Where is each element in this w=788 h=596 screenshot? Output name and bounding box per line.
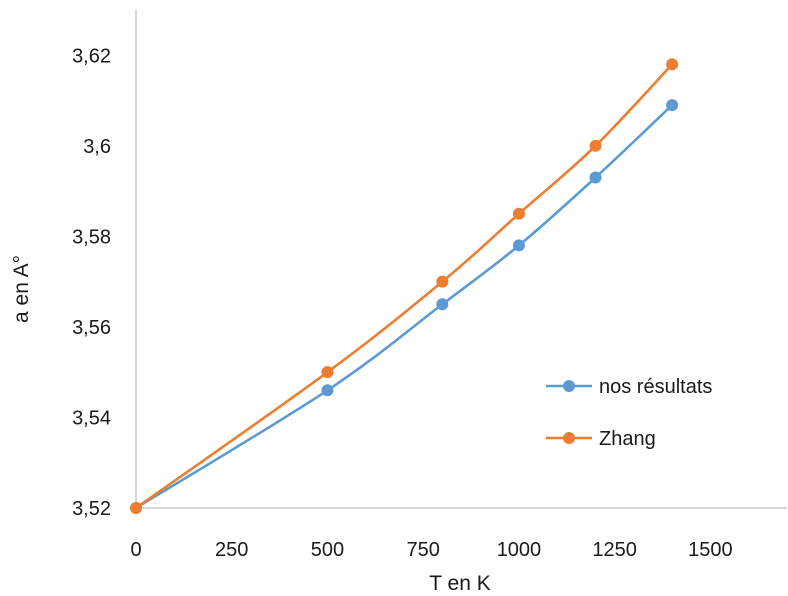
- data-point: [321, 384, 334, 397]
- legend-label: Zhang: [599, 428, 656, 450]
- y-tick-label: 3,62: [72, 45, 111, 67]
- data-point: [436, 298, 449, 311]
- x-tick-label: 500: [311, 539, 344, 561]
- x-tick-label: 1250: [592, 539, 637, 561]
- data-point: [666, 58, 679, 71]
- x-tick-label: 750: [407, 539, 440, 561]
- data-point: [321, 366, 334, 379]
- series-points: [130, 58, 679, 514]
- data-point: [130, 502, 142, 514]
- y-tick-label: 3,6: [83, 136, 111, 158]
- y-tick-label: 3,56: [72, 317, 111, 339]
- y-tick-label: 3,52: [72, 498, 111, 520]
- y-tick-labels: 3,52 3,54 3,56 3,58 3,6 3,62: [72, 45, 111, 520]
- x-tick-label: 250: [215, 539, 248, 561]
- legend-item: nos résultats: [546, 376, 712, 398]
- data-point: [589, 171, 602, 184]
- x-axis-title: T en K: [429, 572, 490, 595]
- series-line-1: [135, 104, 674, 510]
- legend-marker: [563, 380, 575, 392]
- legend-item: Zhang: [546, 428, 656, 450]
- y-tick-label: 3,58: [72, 226, 111, 248]
- series-line-2: [135, 63, 674, 510]
- legend-marker: [563, 432, 575, 444]
- x-tick-label: 0: [130, 539, 141, 561]
- data-point: [589, 139, 602, 152]
- data-point: [666, 99, 679, 112]
- x-tick-label: 1000: [497, 539, 542, 561]
- x-tick-label: 1500: [688, 539, 733, 561]
- legend-label: nos résultats: [599, 376, 712, 398]
- y-axis-title: a en A°: [10, 255, 33, 323]
- data-point: [512, 207, 525, 220]
- data-point: [436, 275, 449, 288]
- axes: [135, 10, 787, 509]
- legend: nos résultats Zhang: [546, 376, 712, 450]
- data-point: [512, 239, 525, 252]
- y-tick-label: 3,54: [72, 407, 111, 429]
- series-lines: [135, 63, 674, 510]
- x-tick-labels: 0 250 500 750 1000 1250 1500: [130, 539, 732, 561]
